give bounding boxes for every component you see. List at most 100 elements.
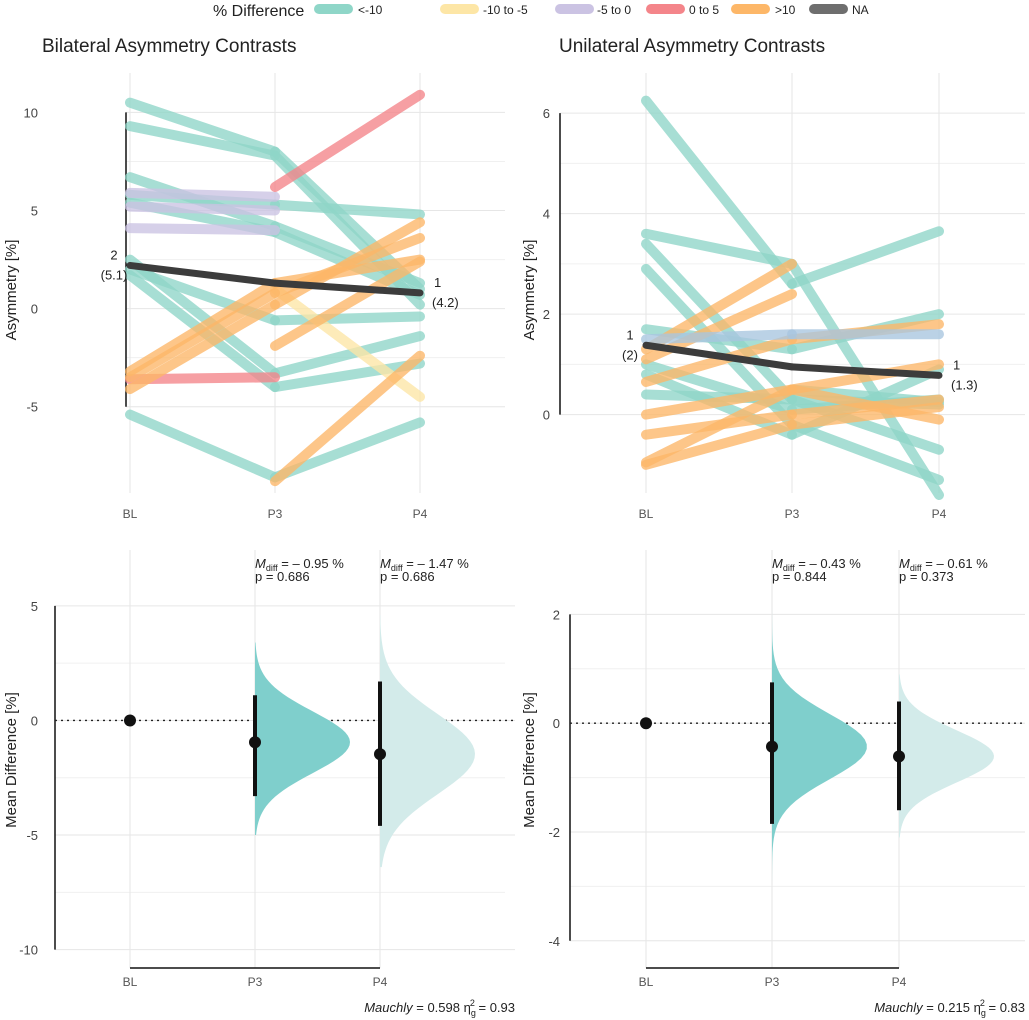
bilateral-ylabel: Asymmetry [%] — [3, 240, 20, 341]
legend: % Difference <-10 -10 to -5 -5 to 0 0 to 5 >… — [213, 3, 869, 20]
y-tick-label: -10 — [19, 943, 38, 958]
bilateral-footer: Mauchly = 0.598 ηg2 = 0.93 — [364, 998, 515, 1018]
y-tick-label: -5 — [26, 828, 38, 843]
series-line — [641, 384, 797, 420]
series-line — [125, 299, 280, 395]
series-line — [125, 97, 280, 157]
difference-distribution — [899, 674, 994, 838]
legend-item-label: NA — [852, 3, 869, 17]
x-tick-label: P3 — [248, 975, 263, 989]
mean-line — [642, 341, 796, 371]
bilateral-diff-ylabel: Mean Difference [%] — [3, 692, 20, 828]
p-value-label: p = 0.686 — [255, 569, 310, 584]
series-line — [270, 311, 425, 326]
y-tick-label: 0 — [31, 302, 38, 317]
y-tick-label: 0 — [543, 408, 550, 423]
mean-difference-point — [124, 714, 136, 727]
unilateral-footer: Mauchly = 0.215 ηg2 = 0.83 — [874, 998, 1025, 1018]
series-line — [270, 358, 425, 393]
y-tick-label: 2 — [553, 607, 560, 622]
p-value-label: p = 0.844 — [772, 569, 827, 584]
annotation-count: 1 — [626, 327, 633, 342]
series-line — [270, 417, 425, 483]
unilateral-panel: 6 4 2 0 BL P3 P4 1 (2) 1 (1.3) — [543, 73, 1025, 521]
series-line — [787, 402, 944, 430]
x-tick-label: P4 — [413, 507, 428, 521]
x-tick-label: P3 — [268, 507, 283, 521]
mdiff-label: Mdiff = – 1.47 % — [380, 556, 469, 573]
x-tick-label: P3 — [785, 507, 800, 521]
series-line — [787, 226, 944, 289]
series-line — [125, 121, 280, 161]
series-line — [641, 384, 797, 468]
legend-item-label: -5 to 0 — [597, 3, 631, 17]
annotation-value: (4.2) — [432, 295, 459, 310]
mean-difference-point — [640, 717, 652, 730]
difference-distribution — [255, 642, 350, 836]
series-line — [270, 256, 425, 351]
annotation-value: (2) — [622, 347, 638, 362]
mean-line — [126, 261, 279, 287]
unilateral-ylabel: Asymmetry [%] — [521, 240, 538, 341]
y-tick-label: 6 — [543, 106, 550, 121]
y-tick-label: -2 — [548, 825, 560, 840]
annotation-count: 1 — [434, 275, 441, 290]
series-line — [270, 217, 425, 310]
series-line — [641, 95, 797, 289]
unilateral_diff-panel: 2 0 -2 -4 BL P3 P4 Mdiff = – 0.43 %p = 0.844 Mdi… — [548, 550, 1025, 989]
y-tick-label: -4 — [548, 934, 560, 949]
mean-line — [271, 279, 424, 297]
x-tick-label: P4 — [892, 975, 907, 989]
series-line — [641, 334, 797, 387]
mdiff-label: Mdiff = – 0.43 % — [772, 556, 861, 573]
series-line — [270, 89, 425, 192]
p-value-label: p = 0.373 — [899, 569, 954, 584]
y-tick-label: 0 — [553, 716, 560, 731]
series-line — [787, 359, 944, 395]
legend-item-label: <-10 — [358, 3, 383, 17]
mdiff-label: Mdiff = – 0.61 % — [899, 556, 988, 573]
annotation-value: (5.1) — [101, 267, 128, 282]
x-tick-label: P4 — [932, 507, 947, 521]
x-tick-label: P3 — [765, 975, 780, 989]
mean-difference-point — [374, 748, 386, 761]
annotation-count: 2 — [110, 247, 117, 262]
difference-distribution — [772, 598, 867, 881]
series-line — [270, 199, 425, 220]
y-tick-label: 2 — [543, 307, 550, 322]
difference-distribution — [380, 615, 475, 868]
y-tick-label: -5 — [26, 400, 38, 415]
series-line — [270, 331, 425, 379]
legend-item-label: -10 to -5 — [483, 3, 528, 17]
series-line — [125, 187, 280, 202]
series-line — [125, 201, 280, 216]
legend-title: % Difference — [213, 3, 304, 20]
y-tick-label: 4 — [543, 207, 550, 222]
legend-item-label: 0 to 5 — [689, 3, 719, 17]
mean-line — [788, 363, 943, 379]
mdiff-label: Mdiff = – 0.95 % — [255, 556, 344, 573]
series-line — [641, 419, 797, 470]
y-tick-label: 10 — [24, 105, 38, 120]
x-tick-label: P4 — [373, 975, 388, 989]
annotation-value: (1.3) — [951, 377, 978, 392]
bilateral-title: Bilateral Asymmetry Contrasts — [42, 36, 296, 57]
series-line-blue — [641, 329, 797, 345]
series-line — [641, 228, 797, 269]
mean-difference-point — [766, 740, 778, 753]
series-line — [125, 287, 280, 383]
y-tick-label: 5 — [31, 599, 38, 614]
x-tick-label: BL — [639, 975, 654, 989]
mean-difference-point — [249, 736, 261, 749]
y-tick-label: 5 — [31, 204, 38, 219]
bilateral-panel: 10 5 0 -5 BL P3 P4 2 (5.1) 1 (4.2) — [24, 73, 505, 521]
x-tick-label: BL — [123, 507, 138, 521]
unilateral-diff-ylabel: Mean Difference [%] — [521, 692, 538, 828]
series-line — [270, 350, 425, 487]
series-line — [125, 278, 280, 377]
legend-item-label: >10 — [775, 3, 796, 17]
annotation-count: 1 — [953, 357, 960, 372]
series-line — [787, 419, 944, 485]
